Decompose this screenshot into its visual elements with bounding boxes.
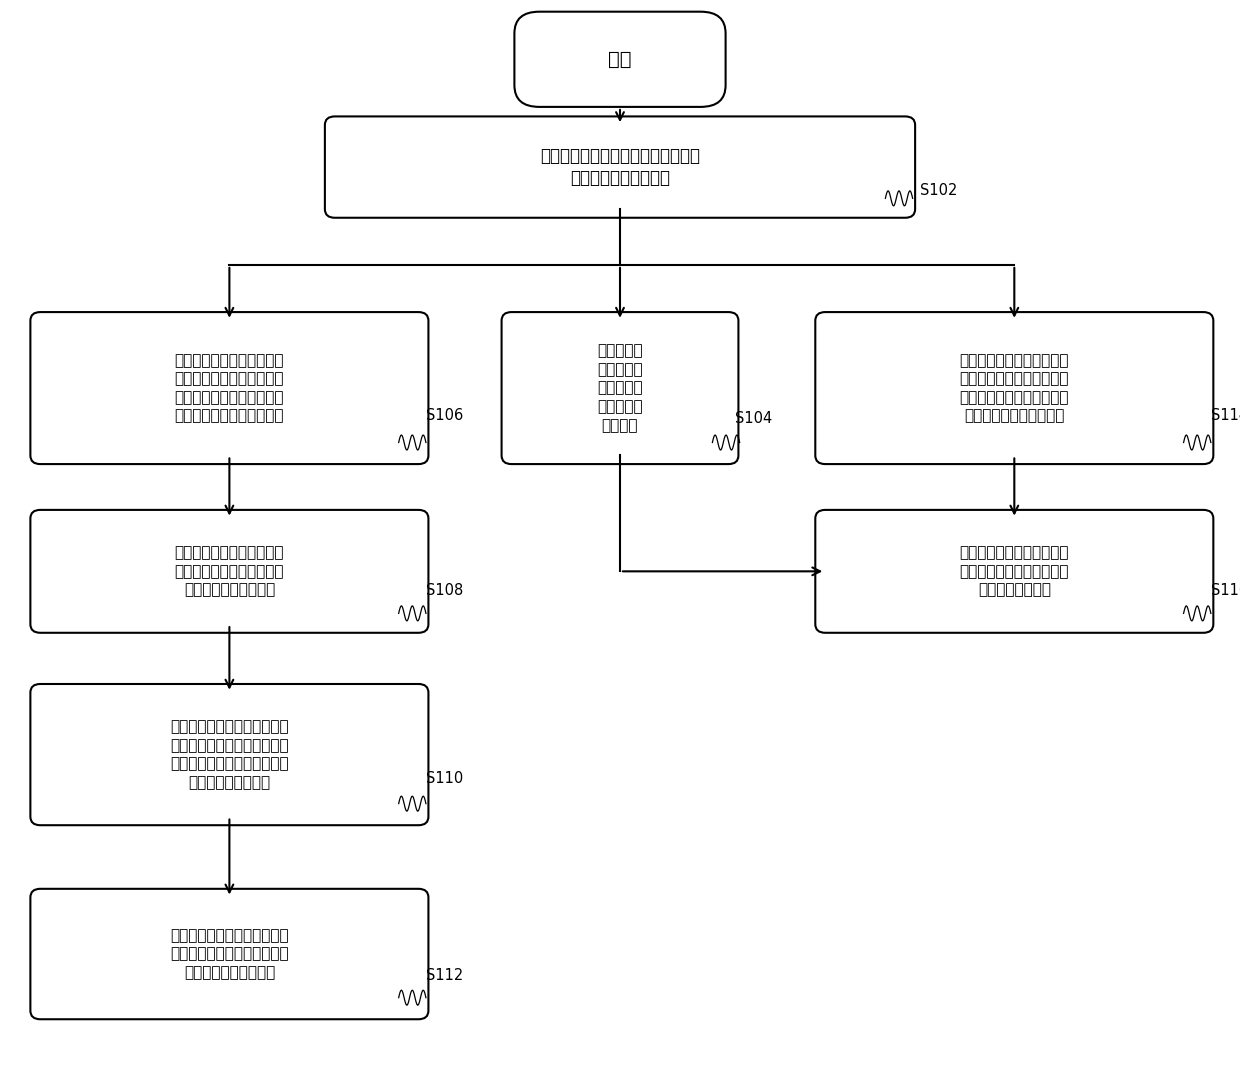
Text: S108: S108	[427, 583, 464, 598]
FancyBboxPatch shape	[515, 12, 725, 107]
FancyBboxPatch shape	[30, 510, 429, 633]
Text: 在中介图像上，分别获取与云
层下覆盖非阴影区和参考区对
应区域的地表温度，依次得到
第一温度和第二温度: 在中介图像上，分别获取与云 层下覆盖非阴影区和参考区对 应区域的地表温度，依次得…	[170, 719, 289, 790]
Text: 根据参考区的地表温度、第一
温度和第二温度得到云层下覆
盖非阴影区的地表温度: 根据参考区的地表温度、第一 温度和第二温度得到云层下覆 盖非阴影区的地表温度	[170, 928, 289, 980]
Text: S106: S106	[427, 407, 464, 423]
FancyBboxPatch shape	[30, 888, 429, 1020]
FancyBboxPatch shape	[816, 313, 1213, 464]
Text: 根据搜索区域内的纯阴影区
的地表温度得到云层下覆盖
阴影区的地表温度: 根据搜索区域内的纯阴影区 的地表温度得到云层下覆盖 阴影区的地表温度	[960, 545, 1069, 597]
Text: 针对纯阴影
区，通过图
像反演得到
纯阴影区的
地表温度: 针对纯阴影 区，通过图 像反演得到 纯阴影区的 地表温度	[598, 344, 642, 432]
Text: S116: S116	[1210, 583, 1240, 598]
Text: 确定待处理的光学遥感图像上所有云
层投射阴影的具体范围: 确定待处理的光学遥感图像上所有云 层投射阴影的具体范围	[539, 147, 701, 188]
Text: 获取与待处理的光学遥感图
像间隔预设时间的晴空光学
遥感图像作为中介图像: 获取与待处理的光学遥感图 像间隔预设时间的晴空光学 遥感图像作为中介图像	[175, 545, 284, 597]
Text: S110: S110	[427, 771, 464, 786]
Text: 针对云层下覆盖非阴影区，
在待处理光学遥感图像上提
取一个晴空区域作为参考区
，并获取参考区的地表温度: 针对云层下覆盖非阴影区， 在待处理光学遥感图像上提 取一个晴空区域作为参考区 ，…	[175, 353, 284, 424]
Text: S114: S114	[1210, 407, 1240, 423]
Text: S112: S112	[427, 968, 464, 983]
Text: 针对云层下覆盖阴影区，在
待处理的光学遥感图像上，
获取包括云层下覆盖阴影区
的一个区域作为搜索区域: 针对云层下覆盖阴影区，在 待处理的光学遥感图像上， 获取包括云层下覆盖阴影区 的…	[960, 353, 1069, 424]
Text: 开始: 开始	[609, 50, 631, 69]
FancyBboxPatch shape	[325, 116, 915, 218]
FancyBboxPatch shape	[30, 685, 429, 826]
FancyBboxPatch shape	[30, 313, 429, 464]
Text: S102: S102	[920, 183, 957, 198]
FancyBboxPatch shape	[816, 510, 1213, 633]
Text: S104: S104	[734, 411, 773, 426]
FancyBboxPatch shape	[501, 313, 738, 464]
